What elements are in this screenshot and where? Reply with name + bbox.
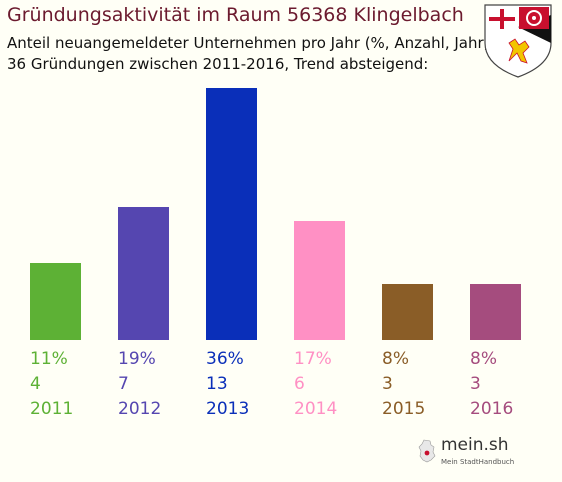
- count-label-2011: 4: [30, 374, 41, 394]
- value-label-2014: 17%: [294, 349, 332, 369]
- value-label-2011: 11%: [30, 349, 68, 369]
- value-label-2015: 8%: [382, 349, 409, 369]
- year-label-2012: 2012: [118, 399, 161, 419]
- year-label-2011: 2011: [30, 399, 73, 419]
- year-label-2013: 2013: [206, 399, 249, 419]
- chart-title: Gründungsaktivität im Raum 56368 Klingel…: [7, 4, 464, 26]
- count-label-2015: 3: [382, 374, 393, 394]
- year-label-2014: 2014: [294, 399, 337, 419]
- year-label-2016: 2016: [470, 399, 513, 419]
- coat-of-arms-icon: [484, 4, 552, 78]
- bar-2015: [382, 284, 433, 340]
- count-label-2016: 3: [470, 374, 481, 394]
- count-label-2012: 7: [118, 374, 129, 394]
- count-label-2013: 13: [206, 374, 228, 394]
- logo-name: mein.sh: [441, 435, 509, 455]
- logo-tagline: Mein StadtHandbuch: [441, 458, 515, 466]
- value-label-2012: 19%: [118, 349, 156, 369]
- chart-subtitle-line1: Anteil neuangemeldeter Unternehmen pro J…: [7, 34, 490, 52]
- bar-2012: [118, 207, 169, 340]
- bar-2014: [294, 221, 345, 340]
- count-label-2014: 6: [294, 374, 305, 394]
- bar-2013: [206, 88, 257, 340]
- value-label-2013: 36%: [206, 349, 244, 369]
- bar-2016: [470, 284, 521, 340]
- germany-map-icon: [418, 439, 436, 463]
- bar-2011: [30, 263, 81, 340]
- year-label-2015: 2015: [382, 399, 425, 419]
- value-label-2016: 8%: [470, 349, 497, 369]
- chart-subtitle-line2: 36 Gründungen zwischen 2011-2016, Trend …: [7, 55, 429, 73]
